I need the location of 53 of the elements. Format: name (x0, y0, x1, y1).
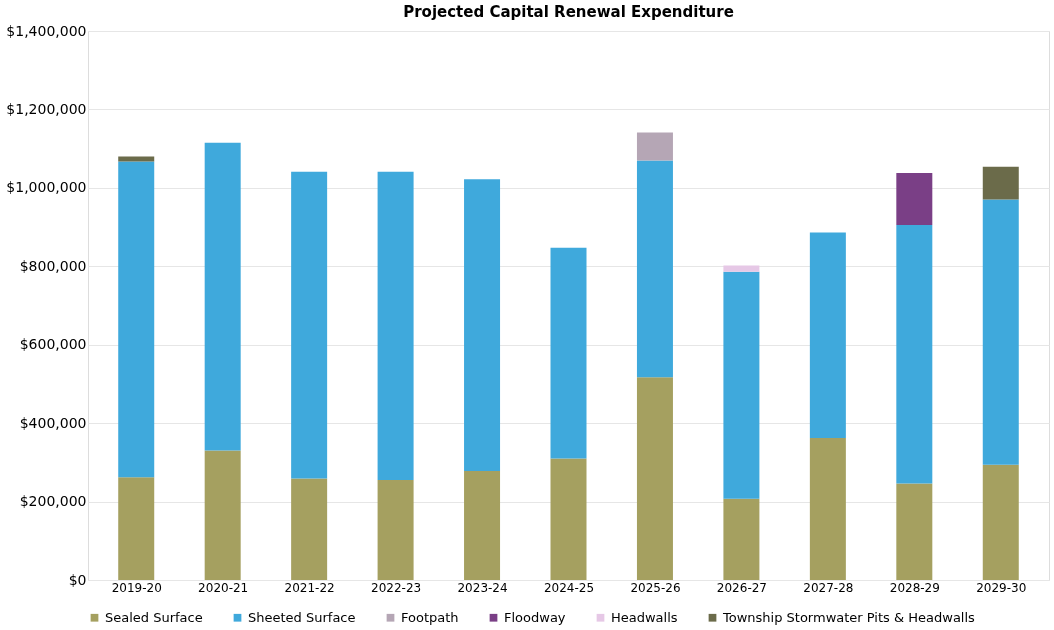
bar (377, 171, 414, 480)
bar (291, 478, 328, 580)
y-tick-label: $400,000 (19, 414, 87, 431)
x-tick-label: 2027-28 (803, 580, 854, 595)
y-tick-label: $1,400,000 (6, 22, 87, 39)
x-tick-label: 2025-26 (630, 580, 681, 595)
bar (550, 247, 587, 459)
bar (636, 132, 673, 161)
y-tick-label: $0 (68, 571, 87, 588)
x-tick-label: 2026-27 (716, 580, 767, 595)
bar (982, 464, 1019, 580)
y-tick-label: $600,000 (19, 336, 87, 353)
x-tick-label: 2024-25 (543, 580, 595, 595)
bar (464, 179, 501, 471)
bar (723, 498, 760, 580)
legend-label: Sealed Surface (105, 609, 203, 625)
legend-label: Floodway (504, 609, 566, 625)
bar (464, 470, 501, 580)
bar (377, 480, 414, 580)
x-tick-label: 2029-30 (976, 580, 1027, 595)
bar (636, 377, 673, 580)
bar (809, 232, 846, 439)
bar (723, 271, 760, 499)
bar (118, 156, 155, 162)
bar (204, 450, 241, 580)
chart-title: Projected Capital Renewal Expenditure (403, 3, 734, 21)
bar (291, 171, 328, 479)
bar (118, 161, 155, 478)
x-tick-label: 2023-24 (457, 580, 508, 595)
legend-label: Township Stormwater Pits & Headwalls (722, 609, 976, 625)
legend-label: Footpath (401, 609, 459, 625)
legend-label: Headwalls (611, 609, 678, 625)
x-tick-label: 2020-21 (198, 580, 249, 595)
bar (550, 458, 587, 580)
x-tick-label: 2028-29 (889, 580, 940, 595)
bar (809, 438, 846, 580)
x-tick-label: 2019-20 (111, 580, 162, 595)
bar (896, 225, 933, 484)
x-tick-label: 2022-23 (371, 580, 422, 595)
bar (896, 172, 933, 226)
bar (896, 483, 933, 580)
bar (204, 142, 241, 451)
bar (982, 199, 1019, 465)
bar (723, 265, 760, 272)
bar (982, 166, 1019, 200)
legend-label: Sheeted Surface (248, 609, 356, 625)
y-tick-label: $800,000 (19, 257, 87, 274)
bar (118, 477, 155, 580)
x-tick-label: 2021-22 (284, 580, 335, 595)
y-tick-label: $1,000,000 (6, 179, 87, 196)
bar (636, 160, 673, 378)
y-tick-label: $200,000 (19, 493, 87, 510)
y-tick-label: $1,200,000 (6, 100, 87, 117)
